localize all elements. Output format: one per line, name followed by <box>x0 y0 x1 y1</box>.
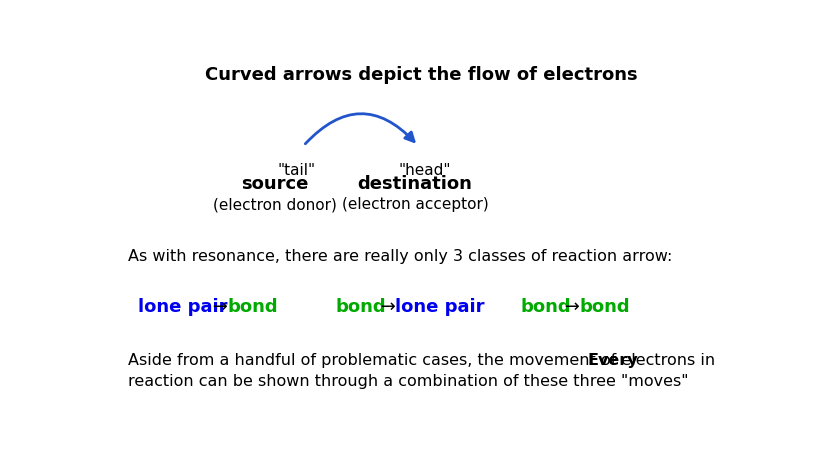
Text: destination: destination <box>358 175 473 193</box>
Text: bond: bond <box>520 298 570 316</box>
Text: reaction can be shown through a combination of these three "moves": reaction can be shown through a combinat… <box>128 374 689 389</box>
Text: (electron donor): (electron donor) <box>213 197 337 212</box>
Text: source: source <box>241 175 308 193</box>
Text: As with resonance, there are really only 3 classes of reaction arrow:: As with resonance, there are really only… <box>128 249 672 264</box>
Text: lone pair: lone pair <box>395 298 485 316</box>
Text: (electron acceptor): (electron acceptor) <box>341 197 488 212</box>
Text: bond: bond <box>580 298 630 316</box>
Text: Aside from a handful of problematic cases, the movement of electrons in: Aside from a handful of problematic case… <box>128 353 720 368</box>
Text: "head": "head" <box>398 163 450 178</box>
Text: "tail": "tail" <box>278 163 316 178</box>
Text: Every: Every <box>587 353 638 368</box>
Text: →: → <box>375 298 401 316</box>
Text: lone pair: lone pair <box>138 298 228 316</box>
Text: Curved arrows depict the flow of electrons: Curved arrows depict the flow of electro… <box>205 66 638 84</box>
Text: →: → <box>207 298 233 316</box>
Text: bond: bond <box>228 298 279 316</box>
Text: bond: bond <box>335 298 386 316</box>
Text: →: → <box>559 298 586 316</box>
